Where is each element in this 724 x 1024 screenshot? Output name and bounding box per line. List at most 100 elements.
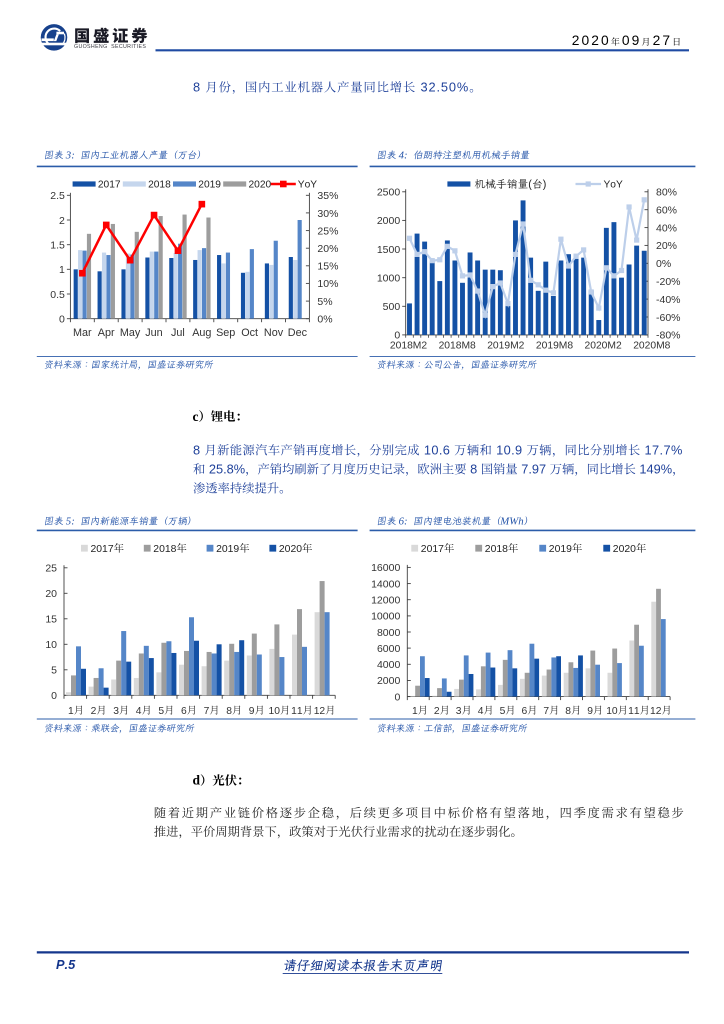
svg-text:2019: 2019	[198, 180, 221, 191]
svg-text:MWh: MWh	[499, 515, 523, 527]
svg-text:0: 0	[394, 691, 400, 703]
svg-text:2017: 2017	[98, 180, 121, 191]
svg-text:2020: 2020	[249, 180, 272, 191]
svg-text:2019: 2019	[216, 544, 239, 555]
svg-text:0.5: 0.5	[50, 289, 65, 301]
svg-text:10: 10	[45, 639, 57, 651]
svg-text:YoY: YoY	[604, 180, 623, 191]
svg-text:May: May	[120, 327, 141, 339]
svg-text:2017: 2017	[91, 544, 114, 555]
svg-text:2019M8: 2019M8	[536, 340, 573, 351]
svg-text:35%: 35%	[317, 190, 338, 202]
svg-text:Sep: Sep	[216, 327, 235, 339]
svg-text:32.50%: 32.50%	[416, 80, 469, 95]
svg-text:149%: 149%	[636, 461, 672, 476]
svg-text:2019M2: 2019M2	[487, 340, 524, 351]
svg-text:Jul: Jul	[171, 327, 185, 339]
svg-text:Apr: Apr	[98, 327, 115, 339]
svg-text:10000: 10000	[371, 611, 400, 623]
svg-text:0: 0	[51, 690, 57, 702]
svg-text:1500: 1500	[377, 244, 401, 256]
svg-text:2000: 2000	[377, 675, 401, 687]
svg-text:2018M8: 2018M8	[439, 340, 476, 351]
svg-text:25%: 25%	[317, 225, 338, 237]
svg-text:09: 09	[622, 33, 642, 48]
svg-text:0%: 0%	[317, 314, 332, 326]
svg-text:27: 27	[653, 33, 673, 48]
svg-text:30%: 30%	[317, 208, 338, 220]
svg-text:8000: 8000	[377, 627, 401, 639]
svg-text:8: 8	[467, 461, 481, 476]
svg-text:6: 6	[181, 706, 187, 717]
svg-text:GUOSHENG SECURITIES: GUOSHENG SECURITIES	[74, 44, 146, 50]
svg-text:2018: 2018	[153, 544, 176, 555]
svg-text:-80%: -80%	[656, 330, 681, 342]
svg-text:2.5: 2.5	[50, 190, 65, 202]
svg-text:10.6: 10.6	[420, 442, 454, 457]
svg-text:3: 3	[113, 706, 119, 717]
svg-text:5: 5	[500, 706, 506, 717]
svg-text:Jun: Jun	[145, 327, 162, 339]
svg-text:4: 4	[136, 706, 142, 717]
svg-text:11: 11	[628, 706, 640, 717]
svg-text:2020M2: 2020M2	[584, 340, 621, 351]
svg-text:5: 5	[158, 706, 164, 717]
svg-text:YoY: YoY	[298, 180, 317, 191]
svg-text:3: 3	[456, 706, 462, 717]
svg-text:Mar: Mar	[73, 327, 92, 339]
svg-text:Aug: Aug	[192, 327, 211, 339]
svg-text:17.7%: 17.7%	[641, 442, 683, 457]
svg-text:10.9: 10.9	[492, 442, 526, 457]
svg-text:(: (	[528, 179, 532, 191]
svg-text:2018: 2018	[485, 544, 508, 555]
svg-text:2500: 2500	[377, 187, 401, 199]
svg-text:4: 4	[478, 706, 484, 717]
svg-text:20%: 20%	[656, 240, 677, 252]
svg-text:4:: 4:	[396, 149, 413, 161]
svg-text:2: 2	[434, 706, 440, 717]
svg-text:Oct: Oct	[241, 327, 258, 339]
svg-text:2000: 2000	[377, 215, 401, 227]
svg-text:): )	[543, 179, 547, 191]
svg-text:12000: 12000	[371, 595, 400, 607]
svg-text:2018M2: 2018M2	[390, 340, 427, 351]
svg-text:12: 12	[650, 706, 662, 717]
svg-text:0: 0	[394, 330, 400, 342]
svg-text:12: 12	[314, 706, 326, 717]
svg-text:7: 7	[204, 706, 210, 717]
svg-text:9: 9	[249, 706, 255, 717]
svg-text:0%: 0%	[656, 258, 671, 270]
svg-text:8: 8	[193, 442, 204, 457]
svg-text:10: 10	[269, 706, 281, 717]
svg-text:2020: 2020	[279, 544, 302, 555]
svg-text:2020M8: 2020M8	[633, 340, 670, 351]
svg-text:-40%: -40%	[656, 294, 681, 306]
svg-text:14000: 14000	[371, 578, 400, 590]
svg-text:1000: 1000	[377, 273, 401, 285]
svg-text:7: 7	[543, 706, 549, 717]
svg-text:Dec: Dec	[288, 327, 308, 339]
svg-text:10%: 10%	[317, 278, 338, 290]
svg-text:6: 6	[522, 706, 528, 717]
svg-text:2019: 2019	[549, 544, 572, 555]
svg-text:1.5: 1.5	[50, 240, 65, 252]
svg-text:25.8%: 25.8%	[205, 461, 245, 476]
svg-text:7.97: 7.97	[518, 461, 550, 476]
svg-text:8: 8	[226, 706, 232, 717]
svg-text:6:: 6:	[396, 515, 413, 527]
svg-text:11: 11	[291, 706, 303, 717]
svg-text:8: 8	[565, 706, 571, 717]
svg-text:-60%: -60%	[656, 312, 681, 324]
svg-text:2: 2	[91, 706, 97, 717]
svg-text:2020: 2020	[613, 544, 636, 555]
svg-text:d: d	[193, 773, 201, 788]
svg-text:15%: 15%	[317, 261, 338, 273]
svg-text:80%: 80%	[656, 187, 677, 199]
svg-text:-20%: -20%	[656, 276, 681, 288]
svg-text:2017: 2017	[421, 544, 444, 555]
svg-text:500: 500	[383, 301, 401, 313]
svg-text:2018: 2018	[148, 180, 171, 191]
svg-text:2: 2	[59, 215, 65, 227]
svg-text:60%: 60%	[656, 205, 677, 217]
svg-text:c: c	[193, 409, 199, 424]
